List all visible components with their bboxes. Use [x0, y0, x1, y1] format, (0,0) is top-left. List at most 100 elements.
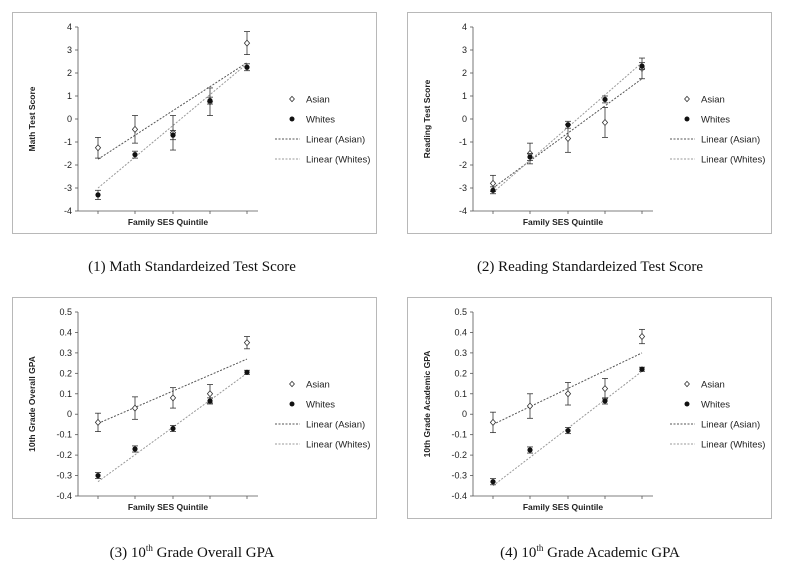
- data-point-whites: [95, 192, 101, 198]
- data-point-asian: [169, 394, 177, 402]
- data-point-asian: [489, 418, 497, 427]
- legend-whites-label: Whites: [701, 400, 730, 411]
- data-point-whites: [490, 479, 496, 485]
- chart-caption-academic-gpa: (4) 10th Grade Academic GPA: [500, 543, 680, 561]
- legend-whites-marker: [684, 401, 690, 407]
- chart-panel-academic-gpa: 0.5 0.4 0.3 0.2 0.1 0 -0.1 -0.2 -0.3 -0.4 Family S…: [407, 297, 772, 519]
- y-tick-label: -0.4: [451, 491, 467, 501]
- data-point-whites: [602, 398, 608, 404]
- data-point-whites: [602, 96, 608, 103]
- y-tick-label: 4: [462, 22, 467, 32]
- chart-svg-academic-gpa: 0.5 0.4 0.3 0.2 0.1 0 -0.1 -0.2 -0.3 -0.4 Family S…: [422, 307, 765, 512]
- y-tick-label: -1: [459, 137, 467, 147]
- chart-panel-math: 4 3 2 1 0 -1 -2 -3 -4 Family SES Quintile Math Tes…: [12, 12, 377, 234]
- y-tick-label: 0.5: [59, 307, 72, 317]
- data-point-whites: [639, 366, 645, 372]
- y-tick-label: 0.3: [454, 348, 467, 358]
- data-point-whites: [132, 152, 138, 158]
- legend-linear-asian-label: Linear (Asian): [701, 420, 760, 431]
- data-point-asian: [526, 402, 534, 410]
- data-point-whites: [95, 472, 101, 479]
- data-point-whites: [565, 427, 571, 434]
- y-tick-label: -0.1: [56, 430, 72, 440]
- data-point-whites: [565, 122, 571, 128]
- y-tick-label: -0.3: [56, 471, 72, 481]
- legend-asian-label: Asian: [701, 95, 725, 106]
- y-tick-label: -4: [64, 206, 72, 216]
- y-tick-label: 1: [462, 91, 467, 101]
- legend-asian-marker: [684, 95, 690, 103]
- y-tick-label: 3: [462, 45, 467, 55]
- y-tick-label: 0.1: [59, 389, 72, 399]
- y-tick-label: 0: [67, 114, 72, 124]
- y-axis-label: 10th Grade Overall GPA: [27, 356, 37, 452]
- legend-linear-whites-label: Linear (Whites): [306, 440, 370, 451]
- y-tick-label: 1: [67, 91, 72, 101]
- y-tick-label: 0.2: [454, 368, 467, 378]
- legend-linear-whites-label: Linear (Whites): [701, 440, 765, 451]
- legend-whites-marker: [684, 116, 690, 122]
- data-point-whites: [170, 132, 176, 138]
- y-tick-label: -2: [459, 160, 467, 170]
- y-tick-label: 0.4: [454, 327, 467, 337]
- y-tick-label: -0.1: [451, 430, 467, 440]
- chart-caption-math: (1) Math Standardeized Test Score: [88, 259, 296, 275]
- data-point-asian: [243, 39, 251, 47]
- trendline-asian: [492, 352, 643, 425]
- legend-asian-label: Asian: [701, 380, 725, 391]
- y-tick-label: 0.3: [59, 348, 72, 358]
- y-tick-label: -0.2: [56, 450, 72, 460]
- legend-whites-marker: [289, 116, 295, 122]
- legend-whites-marker: [289, 401, 295, 407]
- x-axis-label: Family SES Quintile: [128, 217, 209, 227]
- data-point-asian: [131, 404, 139, 412]
- y-tick-label: -3: [64, 183, 72, 193]
- data-point-whites: [639, 63, 645, 69]
- legend-asian-label: Asian: [306, 95, 330, 106]
- y-tick-label: -0.4: [56, 491, 72, 501]
- data-point-whites: [244, 369, 250, 375]
- y-tick-label: 2: [462, 68, 467, 78]
- data-point-asian: [94, 418, 102, 427]
- chart-panel-overall-gpa: 0.5 0.4 0.3 0.2 0.1 0 -0.1 -0.2 -0.3 -0.4 Family S…: [12, 297, 377, 519]
- y-tick-label: 0: [462, 409, 467, 419]
- data-point-whites: [207, 398, 213, 404]
- legend-asian-marker: [289, 380, 295, 388]
- y-tick-label: 0: [67, 409, 72, 419]
- chart-svg-overall-gpa: 0.5 0.4 0.3 0.2 0.1 0 -0.1 -0.2 -0.3 -0.4 Family S…: [27, 307, 370, 512]
- x-axis-label: Family SES Quintile: [523, 502, 604, 512]
- data-point-asian: [638, 332, 646, 341]
- data-point-whites: [170, 425, 176, 432]
- legend-linear-asian-label: Linear (Asian): [306, 420, 365, 431]
- y-tick-label: 4: [67, 22, 72, 32]
- chart-panel-reading: 4 3 2 1 0 -1 -2 -3 -4 Family SES Quintile Reading …: [407, 12, 772, 234]
- legend-whites-label: Whites: [701, 115, 730, 126]
- data-point-asian: [601, 118, 609, 127]
- y-tick-label: 0.4: [59, 327, 72, 337]
- y-tick-label: 0.5: [454, 307, 467, 317]
- chart-caption-reading: (2) Reading Standardeized Test Score: [476, 259, 704, 275]
- data-point-whites: [490, 187, 496, 193]
- data-point-whites: [244, 64, 250, 70]
- legend-linear-asian-label: Linear (Asian): [701, 135, 760, 146]
- x-axis-label: Family SES Quintile: [128, 502, 209, 512]
- y-tick-label: -0.2: [451, 450, 467, 460]
- y-tick-label: 0.1: [454, 389, 467, 399]
- y-tick-label: -3: [459, 183, 467, 193]
- data-point-asian: [601, 385, 609, 393]
- legend-asian-marker: [289, 95, 295, 103]
- y-axis-label: Reading Test Score: [422, 79, 432, 158]
- data-point-asian: [489, 179, 497, 188]
- data-point-asian: [94, 144, 102, 152]
- data-point-whites: [132, 446, 138, 452]
- trendline-whites: [492, 62, 643, 193]
- y-axis-label: Math Test Score: [27, 86, 37, 151]
- trendline-whites: [97, 63, 248, 189]
- trendline-asian: [492, 78, 643, 189]
- y-tick-label: 0.2: [59, 368, 72, 378]
- data-point-whites: [527, 447, 533, 453]
- trendline-asian: [97, 62, 248, 160]
- y-tick-label: 3: [67, 45, 72, 55]
- y-tick-label: -0.3: [451, 471, 467, 481]
- legend-asian-label: Asian: [306, 380, 330, 391]
